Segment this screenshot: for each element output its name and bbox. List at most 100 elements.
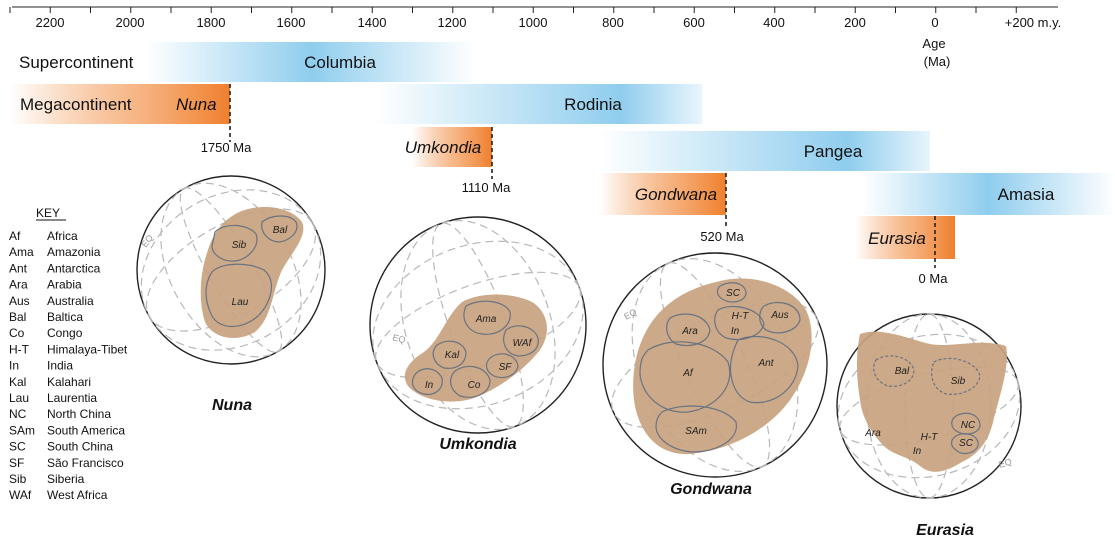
craton-sam [655,405,737,453]
craton-sf [485,353,519,379]
key-abbreviation: SAm [9,423,35,437]
craton-label: Af [682,368,694,379]
craton-aus [759,301,801,334]
key-abbreviation: SC [9,440,26,454]
axis-tick-label: 600 [683,15,705,30]
craton-label: Sib [951,376,966,387]
key-full-name: Antarctica [47,261,101,275]
key-abbreviation: Sib [9,472,27,486]
bar-pangea [600,131,930,171]
graticule-line [611,301,819,429]
bar-label-gondwana: Gondwana [635,185,717,204]
row-label-supercontinent: Supercontinent [19,53,134,72]
key-full-name: Arabia [47,278,82,292]
globe-title-gondwana: Gondwana [670,481,752,498]
bar-label-eurasia: Eurasia [868,229,926,248]
axis-unit-label: (Ma) [924,54,951,69]
craton-label: Lau [232,297,249,308]
key-full-name: North China [47,407,111,421]
craton-label: Ara [864,428,881,439]
key-abbreviation: H-T [9,342,30,356]
axis-tick-label: 400 [763,15,785,30]
axis-tick-label: 1600 [277,15,306,30]
craton-label: SAm [685,426,707,437]
craton-label: Ara [681,326,698,337]
key-rows: Af Africa Ama Amazonia Ant Antarctica Ara Arabi… [9,229,128,502]
key-abbreviation: NC [9,407,27,421]
bar-label-nuna: Nuna [176,95,217,114]
globe-nuna: Sib Bal Lau EQ Nuna [136,175,326,414]
equator-label: EQ [391,332,406,345]
axis-tick-label: 1000 [519,15,548,30]
craton-label: In [425,380,434,391]
craton-sib [931,357,981,395]
bar-label-pangea: Pangea [804,142,863,161]
time-axis: 2200 2000 1800 1600 1400 1200 1000 800 6… [9,6,1061,69]
bar-label-rodinia: Rodinia [564,95,622,114]
globe-title-umkondia: Umkondia [439,436,516,453]
axis-tick-label: 2200 [36,15,65,30]
key-full-name: South America [47,423,125,437]
globe-umkondia: Ama WAf Kal SF In Co EQ Umkondia [369,216,587,453]
craton-sib [211,224,258,262]
megacontinent-bars: Megacontinent Nuna 1750 Ma Umkondia 1110… [10,84,955,286]
key-abbreviation: Lau [9,391,29,405]
craton-label: Aus [770,310,788,321]
age-label-umkondia: 1110 Ma [462,180,511,195]
bar-label-amasia: Amasia [998,185,1055,204]
globe-gondwana: SC H-T In Aus Ara Af Ant SAm EQ Gondwana [602,252,828,498]
key-abbreviation: Ant [9,261,28,275]
key-abbreviation: Co [9,326,25,340]
continent-nuna [200,206,304,338]
axis-tick-label: 1200 [438,15,467,30]
key-full-name: Australia [47,294,94,308]
craton-kal [432,340,467,369]
key-full-name: São Francisco [47,456,124,470]
axis-tick-label: 2000 [116,15,145,30]
axis-tick-label: +200 m.y. [1005,15,1061,30]
axis-tick-label: 200 [844,15,866,30]
craton-sc [950,433,979,455]
bar-label-umkondia: Umkondia [405,138,482,157]
craton-label: H-T [921,432,939,443]
craton-label: Co [468,380,481,391]
craton-lau [205,263,273,328]
continent-gondwana [633,278,812,455]
key-full-name: Congo [47,326,83,340]
craton-label: H-T [732,311,750,322]
craton-label: Ant [757,358,774,369]
craton-af [639,341,731,413]
globe-title-nuna: Nuna [212,397,252,414]
key-full-name: South China [47,440,113,454]
key-title: KEY [36,206,60,220]
axis-tick-label: 0 [931,15,938,30]
bar-umkondia [412,127,492,167]
craton-ama [463,300,511,335]
key-abbreviation: WAf [9,488,32,502]
craton-ht [714,305,765,341]
craton-label: Ama [475,314,497,325]
craton-label: In [913,446,922,457]
age-label-gondwana: 520 Ma [700,229,744,244]
key-full-name: West Africa [47,488,108,502]
axis-unit-label: Age [922,36,945,51]
bar-label-columbia: Columbia [304,53,376,72]
key-abbreviation: Ama [9,245,34,259]
craton-label: Bal [273,225,288,236]
key-abbreviation: Af [9,229,21,243]
key-full-name: Himalaya-Tibet [47,342,128,356]
key-full-name: India [47,359,73,373]
key-full-name: Baltica [47,310,83,324]
craton-co [450,365,491,398]
craton-bal [261,215,298,243]
graticule-line [372,240,584,410]
globe-title-eurasia: Eurasia [916,522,974,539]
craton-label: WAf [513,338,533,349]
key-abbreviation: In [9,359,19,373]
key-full-name: Laurentia [47,391,97,405]
age-label-eurasia: 0 Ma [919,271,949,286]
craton-nc [951,412,981,435]
key-full-name: Kalahari [47,375,91,389]
